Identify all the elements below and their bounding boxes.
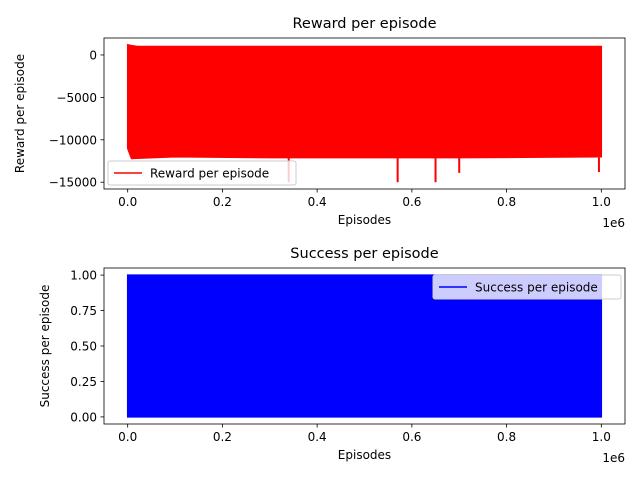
chart0-axes-frame (103, 37, 626, 190)
chart1-x-tick-label-2: 0.4 (308, 430, 327, 444)
chart1-y-tick-label-2: 0.50 (70, 340, 97, 354)
chart1-x-tick-label-3: 0.6 (402, 430, 421, 444)
chart0-legend: Reward per episode (107, 160, 297, 186)
chart0-y-tick-label-2: −10000 (49, 133, 97, 147)
chart0-title: Reward per episode (292, 16, 436, 32)
chart1-x-tick-label-5: 1.0 (592, 430, 611, 444)
reward-subplot: 0.0 0.2 0.4 0.6 0.8 1.0 0 −5000 −10000 −15000 1e6 R… (13, 16, 626, 230)
chart1-y-tick-label-3: 0.75 (70, 304, 97, 318)
chart1-x-label: Episodes (338, 448, 391, 462)
chart1-legend: Success per episode (432, 274, 622, 300)
chart0-y-label: Reward per episode (13, 54, 27, 173)
chart1-legend-box (432, 274, 622, 300)
chart0-y-tick-label-1: −5000 (56, 91, 97, 105)
chart1-title: Success per episode (290, 246, 438, 262)
chart1-y-tick-label-4: 1.00 (70, 269, 97, 283)
chart0-x-tick-label-2: 0.4 (308, 195, 327, 209)
chart1-y-tick-label-0: 0.00 (70, 410, 97, 424)
chart0-x-tick-label-5: 1.0 (592, 195, 611, 209)
chart1-y-label: Success per episode (38, 285, 52, 408)
chart0-legend-box (107, 160, 297, 186)
chart0-x-tick-label-4: 0.8 (497, 195, 516, 209)
chart0-x-label: Episodes (338, 213, 391, 227)
chart1-legend-label: Success per episode (475, 281, 598, 295)
chart1-x-tick-label-0: 0.0 (118, 430, 137, 444)
chart0-x-offset-label: 1e6 (602, 216, 625, 230)
chart0-y-tick-label-3: −15000 (49, 176, 97, 190)
chart1-x-tick-label-4: 0.8 (497, 430, 516, 444)
chart0-series-0-band (126, 43, 603, 160)
chart0-legend-label: Reward per episode (150, 167, 269, 181)
chart1-x-tick-label-1: 0.2 (213, 430, 232, 444)
chart1-y-tick-label-1: 0.25 (70, 375, 97, 389)
chart0-x-tick-label-3: 0.6 (402, 195, 421, 209)
chart1-x-offset-label: 1e6 (602, 451, 625, 465)
chart0-y-tick-label-0: 0 (89, 48, 97, 62)
chart0-x-tick-label-1: 0.2 (213, 195, 232, 209)
chart0-x-tick-label-0: 0.0 (118, 195, 137, 209)
success-subplot: 0.0 0.2 0.4 0.6 0.8 1.0 0.00 0.25 0.50 0.75 1.00 1e… (38, 246, 626, 465)
